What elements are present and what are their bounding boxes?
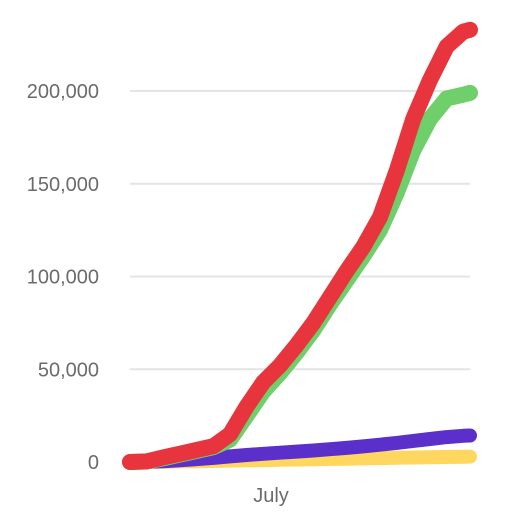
- y-tick-label: 50,000: [38, 359, 99, 381]
- series-line-0: [122, 21, 478, 470]
- x-tick-label: July: [253, 485, 289, 507]
- series-group: [122, 21, 478, 470]
- y-tick-label: 150,000: [27, 174, 99, 196]
- y-axis-ticks: 0 50,000 100,000 150,000 200,000: [27, 81, 99, 474]
- y-tick-label: 0: [88, 452, 99, 474]
- x-axis-ticks: July: [253, 485, 289, 507]
- y-tick-label: 100,000: [27, 267, 99, 289]
- y-tick-label: 200,000: [27, 81, 99, 103]
